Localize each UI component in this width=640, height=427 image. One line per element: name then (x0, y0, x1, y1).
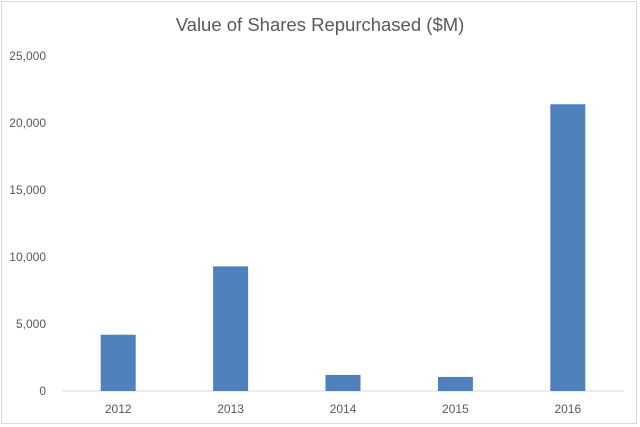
x-tick-label: 2013 (217, 402, 244, 416)
y-tick-label: 10,000 (9, 250, 46, 264)
chart-title: Value of Shares Repurchased ($M) (176, 14, 465, 35)
bar-2014 (325, 374, 361, 391)
x-tick-label: 2014 (330, 402, 357, 416)
x-tick-label: 2016 (554, 402, 581, 416)
bar-2012 (100, 334, 136, 391)
y-tick-label: 25,000 (9, 49, 46, 63)
y-tick-label: 15,000 (9, 183, 46, 197)
x-tick-label: 2015 (442, 402, 469, 416)
y-tick-label: 5,000 (16, 317, 46, 331)
x-axis: 2012 2013 2014 2015 2016 (105, 402, 582, 416)
y-tick-label: 20,000 (9, 116, 46, 130)
y-tick-label: 0 (39, 384, 46, 398)
bars (100, 104, 586, 392)
bar-2013 (213, 266, 249, 391)
x-tick-label: 2012 (105, 402, 132, 416)
bar-2016 (550, 104, 586, 392)
y-axis: 0 5,000 10,000 15,000 20,000 25,000 (9, 49, 46, 398)
bar-2015 (437, 376, 473, 391)
